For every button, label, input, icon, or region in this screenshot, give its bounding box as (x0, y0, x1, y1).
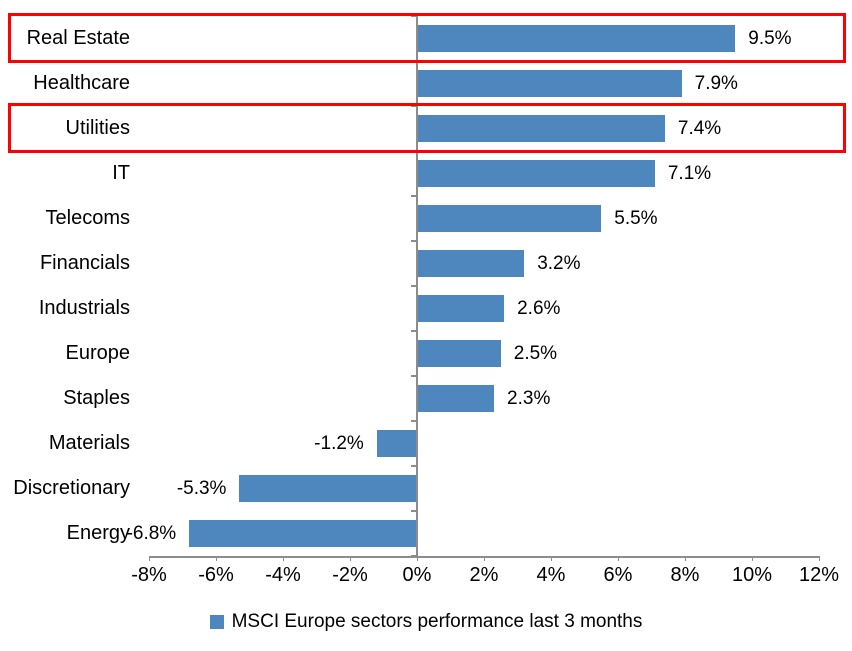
bar-it (417, 160, 655, 187)
legend-label: MSCI Europe sectors performance last 3 m… (231, 611, 643, 632)
x-axis-tick-label: 8% (670, 564, 700, 586)
bar-materials (376, 430, 417, 457)
bar-industrials (417, 295, 505, 322)
highlight-box-utilities (8, 103, 846, 153)
category-label: Energy (66, 522, 130, 544)
value-label: 2.5% (513, 343, 558, 364)
category-label: Telecoms (45, 207, 130, 229)
y-axis-tick (411, 375, 417, 377)
x-axis-tick-label: -6% (198, 564, 234, 586)
x-axis-tick (818, 556, 820, 561)
value-label: -5.3% (176, 478, 227, 499)
x-axis-tick (483, 556, 485, 561)
bar-financials (417, 250, 525, 277)
bar-staples (417, 385, 495, 412)
bar-telecoms (417, 205, 602, 232)
x-axis-tick-label: 4% (536, 564, 566, 586)
category-label: Europe (65, 342, 131, 364)
value-label: 2.6% (517, 298, 561, 319)
x-axis-tick (148, 556, 150, 561)
x-axis-tick (617, 556, 619, 561)
highlight-box-real-estate (8, 13, 846, 63)
category-label: Discretionary (13, 477, 130, 499)
x-axis-tick (416, 556, 418, 561)
value-label: 5.5% (614, 208, 658, 229)
x-axis-tick-label: 0% (402, 564, 432, 586)
y-axis-tick (411, 195, 417, 197)
x-axis-tick (215, 556, 217, 561)
value-label: -6.8% (126, 523, 177, 544)
legend-series-swatch-icon (209, 615, 224, 629)
value-label: 7.1% (667, 163, 712, 184)
value-label: -1.2% (314, 433, 364, 454)
bar-utilities (417, 115, 665, 142)
y-axis-tick (411, 330, 417, 332)
x-axis-tick (349, 556, 351, 561)
value-label: 2.3% (507, 388, 551, 409)
x-axis-tick-label: -4% (265, 564, 301, 586)
y-axis-line (416, 16, 418, 556)
category-label: IT (112, 162, 130, 184)
x-axis-tick-label: -2% (332, 564, 368, 586)
category-label: Utilities (65, 117, 130, 139)
y-axis-tick (411, 240, 417, 242)
bar-healthcare (417, 70, 682, 97)
y-axis-tick (411, 285, 417, 287)
value-label: 7.9% (694, 73, 738, 94)
category-label: Real Estate (26, 27, 130, 49)
category-label: Financials (39, 252, 130, 274)
x-axis-tick-label: -8% (131, 564, 167, 586)
x-axis-tick-label: 2% (469, 564, 499, 586)
legend: MSCI Europe sectors performance last 3 m… (0, 606, 852, 638)
bar-real-estate (417, 25, 736, 52)
x-axis-tick (282, 556, 284, 561)
y-axis-tick (411, 420, 417, 422)
bar-energy (189, 520, 417, 547)
x-axis-tick (684, 556, 686, 561)
y-axis-tick (411, 510, 417, 512)
value-label: 7.4% (677, 118, 722, 139)
category-label: Materials (48, 432, 130, 454)
y-axis-tick (411, 465, 417, 467)
value-label: 3.2% (537, 253, 581, 274)
category-label: Industrials (38, 297, 130, 319)
value-label: 9.5% (748, 28, 792, 49)
bar-europe (417, 340, 501, 367)
category-label: Staples (63, 387, 130, 409)
x-axis-tick (751, 556, 753, 561)
bar-discretionary (239, 475, 417, 502)
x-axis-tick-label: 12% (798, 564, 840, 586)
y-axis-tick (411, 555, 417, 557)
x-axis-tick (550, 556, 552, 561)
x-axis-tick-label: 10% (731, 564, 773, 586)
x-axis-tick-label: 6% (603, 564, 633, 586)
category-label: Healthcare (33, 72, 130, 94)
